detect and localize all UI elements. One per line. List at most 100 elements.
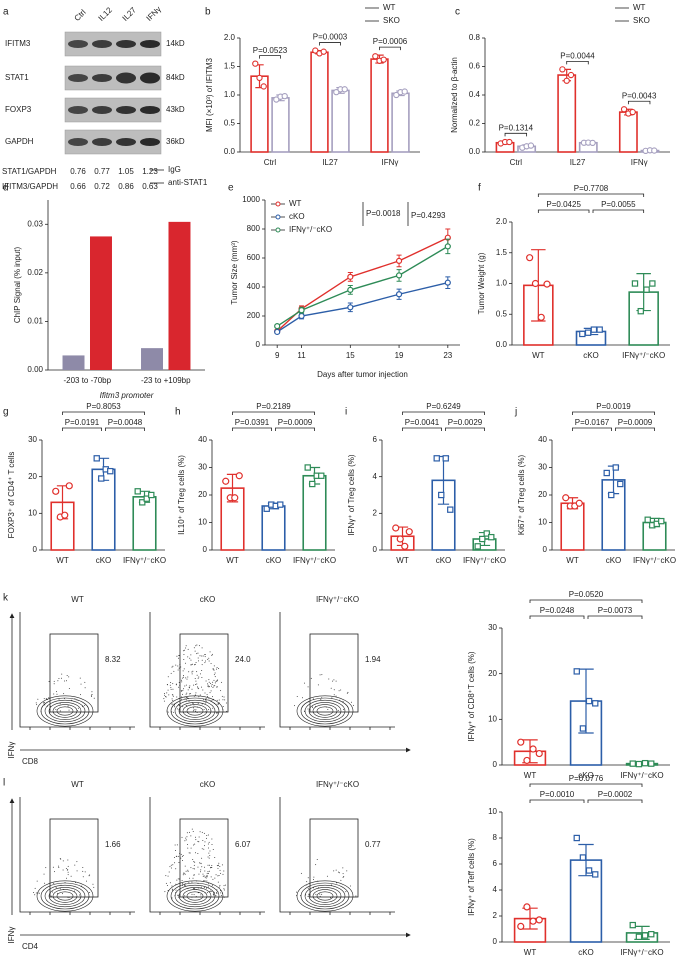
y-tick-label: 0 bbox=[33, 545, 38, 554]
event-dot bbox=[200, 869, 202, 871]
event-dot bbox=[192, 707, 194, 709]
event-dot bbox=[201, 655, 203, 657]
gate bbox=[179, 818, 229, 898]
event-dot bbox=[216, 865, 218, 867]
event-dot bbox=[212, 687, 214, 689]
event-dot bbox=[211, 884, 213, 886]
y-tick-label: 0 bbox=[256, 340, 261, 349]
y-axis-label: Tumor Weight (g) bbox=[477, 252, 486, 314]
event-dot bbox=[336, 882, 338, 884]
event-dot bbox=[175, 868, 177, 870]
event-dot bbox=[198, 676, 200, 678]
event-dot bbox=[198, 836, 200, 838]
event-dot bbox=[209, 850, 211, 852]
event-dot bbox=[206, 683, 208, 685]
ratio-value: 0.63 bbox=[142, 182, 158, 191]
panel-label: h bbox=[175, 407, 181, 418]
y-tick-label: 2 bbox=[493, 911, 498, 920]
event-dot bbox=[345, 891, 347, 893]
band bbox=[116, 72, 136, 84]
bar bbox=[310, 51, 329, 153]
point bbox=[139, 499, 146, 506]
event-dot bbox=[219, 886, 221, 888]
point bbox=[393, 91, 400, 99]
contour bbox=[48, 702, 82, 720]
event-dot bbox=[190, 847, 192, 849]
event-dot bbox=[335, 695, 337, 697]
ratio-value: 0.86 bbox=[118, 182, 134, 191]
event-dot bbox=[207, 864, 209, 866]
panel-label: g bbox=[3, 407, 9, 418]
band bbox=[92, 74, 112, 82]
event-dot bbox=[206, 874, 208, 876]
event-dot bbox=[194, 677, 196, 679]
event-dot bbox=[355, 895, 357, 897]
event-dot bbox=[217, 881, 219, 883]
bar bbox=[560, 502, 585, 551]
event-dot bbox=[212, 878, 214, 880]
event-dot bbox=[169, 866, 171, 868]
x-tick-label: IL27 bbox=[322, 158, 338, 167]
p-bracket bbox=[587, 799, 643, 803]
point bbox=[529, 917, 537, 925]
y-axis-label: IFNγ⁺ of CD8⁺T cells (%) bbox=[467, 651, 476, 741]
event-dot bbox=[190, 835, 192, 837]
y-tick-label: 30 bbox=[28, 435, 37, 444]
event-dot bbox=[195, 709, 197, 711]
event-dot bbox=[192, 887, 194, 889]
point bbox=[648, 930, 655, 938]
event-dot bbox=[195, 661, 197, 663]
event-dot bbox=[63, 693, 65, 695]
event-dot bbox=[93, 697, 95, 699]
y-tick-label: 10 bbox=[538, 518, 547, 527]
event-dot bbox=[212, 848, 214, 850]
flow-title: cKO bbox=[200, 595, 216, 604]
axes bbox=[41, 440, 165, 551]
event-dot bbox=[328, 678, 330, 680]
event-dot bbox=[182, 860, 184, 862]
event-dot bbox=[213, 674, 215, 676]
p-value: P=0.8053 bbox=[86, 402, 121, 411]
band-size: 84kD bbox=[166, 73, 185, 82]
event-dot bbox=[70, 875, 72, 877]
event-dot bbox=[48, 697, 50, 699]
event-dot bbox=[177, 894, 179, 896]
point bbox=[483, 530, 490, 537]
point bbox=[579, 725, 587, 732]
event-dot bbox=[330, 687, 332, 689]
point bbox=[523, 903, 531, 911]
p-value: P=0.0003 bbox=[313, 33, 348, 42]
event-dot bbox=[67, 871, 69, 873]
event-dot bbox=[56, 693, 58, 695]
p-value: P=0.0073 bbox=[598, 606, 633, 615]
point bbox=[380, 56, 387, 63]
event-dot bbox=[293, 705, 295, 707]
y-tick-label: 6 bbox=[493, 859, 498, 868]
event-dot bbox=[217, 864, 219, 866]
event-dot bbox=[208, 841, 210, 843]
event-dot bbox=[68, 676, 70, 678]
x-tick-label: IFNγ⁺/⁻cKO bbox=[293, 556, 336, 565]
event-dot bbox=[207, 886, 209, 888]
event-dot bbox=[208, 657, 210, 659]
event-dot bbox=[205, 680, 207, 682]
event-dot bbox=[217, 679, 219, 681]
x-tick-label: cKO bbox=[436, 556, 452, 565]
event-dot bbox=[189, 657, 191, 659]
event-dot bbox=[337, 871, 339, 873]
event-dot bbox=[183, 654, 185, 656]
p-value: P=0.0044 bbox=[560, 51, 595, 60]
point bbox=[52, 487, 60, 495]
event-dot bbox=[197, 840, 199, 842]
event-dot bbox=[214, 672, 216, 674]
event-dot bbox=[343, 875, 345, 877]
event-dot bbox=[58, 677, 60, 679]
marker bbox=[298, 307, 305, 314]
band-label: FOXP3 bbox=[5, 105, 32, 114]
event-dot bbox=[183, 872, 185, 874]
point bbox=[523, 756, 531, 765]
y-axis-label: Tumor Size (mm³) bbox=[230, 240, 239, 304]
point bbox=[401, 542, 409, 550]
event-dot bbox=[191, 828, 193, 830]
event-dot bbox=[210, 685, 212, 687]
